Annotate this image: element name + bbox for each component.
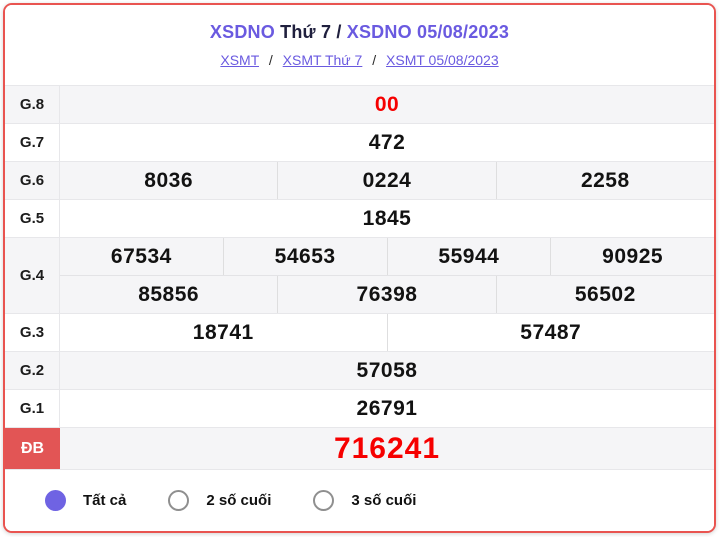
prize-label-5: G.3 (5, 314, 60, 351)
prize-value-line: 18741 57487 (60, 314, 714, 351)
prize-values: 26791 (60, 390, 714, 427)
card-header: XSDNO Thứ 7 / XSDNO 05/08/2023 XSMT / XS… (5, 5, 714, 85)
filter-option-1[interactable]: 2 số cuối (168, 490, 271, 511)
prize-number: 90925 (550, 238, 714, 275)
prize-table: G.8 00 G.7 472 G.6 8036 0224 2258 G.5 1845 G.4 6753… (5, 85, 714, 469)
prize-value-line: 472 (60, 124, 714, 161)
prize-row-3: G.5 1845 (5, 199, 714, 237)
prize-number: 1845 (362, 206, 412, 230)
prize-number: 18741 (192, 320, 254, 344)
prize-label-6: G.2 (5, 352, 60, 389)
filter-option-label: Tất cả (83, 492, 127, 509)
prize-row-4: G.4 67534 54653 55944 90925 85856 76398 56502 (5, 237, 714, 313)
prize-value-line: 85856 76398 56502 (60, 275, 714, 313)
prize-row-5: G.3 18741 57487 (5, 313, 714, 351)
prize-number: 716241 (333, 431, 441, 465)
prize-value-line: 67534 54653 55944 90925 (60, 238, 714, 275)
prize-label-0: G.8 (5, 86, 60, 123)
prize-value-line: 57058 (60, 352, 714, 389)
prize-value-line: 8036 0224 2258 (60, 162, 714, 199)
prize-number: 76398 (277, 276, 495, 313)
filter-option-label: 2 số cuối (206, 492, 272, 509)
prize-row-1: G.7 472 (5, 123, 714, 161)
title-date: XSDNO 05/08/2023 (346, 22, 510, 42)
radio-icon[interactable] (313, 490, 335, 511)
prize-values: 716241 (60, 428, 714, 469)
prize-values: 18741 57487 (60, 314, 714, 351)
breadcrumb-link-xsmt[interactable]: XSMT (220, 52, 259, 68)
breadcrumb-link-xsmt-weekday[interactable]: XSMT Thứ 7 (282, 52, 363, 68)
prize-number: 2258 (495, 162, 714, 199)
prize-label-3: G.5 (5, 200, 60, 237)
filter-option-label: 3 số cuối (351, 492, 417, 509)
prize-row-7: G.1 26791 (5, 389, 714, 427)
filter-option-0[interactable]: Tất cả (45, 490, 126, 511)
breadcrumb-separator: / (268, 52, 273, 68)
title-weekday: Thứ 7 / (274, 22, 347, 42)
prize-number: 55944 (386, 238, 551, 275)
breadcrumb-link-xsmt-date[interactable]: XSMT 05/08/2023 (386, 52, 499, 68)
lottery-result-card: XSDNO Thứ 7 / XSDNO 05/08/2023 XSMT / XS… (3, 3, 716, 533)
prize-number: 00 (374, 92, 400, 116)
prize-row-0: G.8 00 (5, 85, 714, 123)
prize-values: 8036 0224 2258 (60, 162, 714, 199)
prize-row-2: G.6 8036 0224 2258 (5, 161, 714, 199)
prize-label-7: G.1 (5, 390, 60, 427)
prize-number: 85856 (138, 282, 200, 306)
prize-number: 54653 (222, 238, 387, 275)
prize-values: 1845 (60, 200, 714, 237)
prize-row-8: ĐB 716241 (5, 427, 714, 469)
breadcrumb-separator: / (372, 52, 377, 68)
prize-row-6: G.2 57058 (5, 351, 714, 389)
prize-values: 472 (60, 124, 714, 161)
filter-bar: Tất cả 2 số cuối 3 số cuối (5, 469, 714, 531)
prize-number: 8036 (144, 168, 194, 192)
prize-label-1: G.7 (5, 124, 60, 161)
prize-number: 26791 (356, 396, 418, 420)
prize-values: 57058 (60, 352, 714, 389)
prize-label-4: G.4 (5, 238, 60, 313)
breadcrumb: XSMT / XSMT Thứ 7 / XSMT 05/08/2023 (220, 52, 498, 68)
prize-value-line: 00 (60, 86, 714, 123)
prize-number: 0224 (277, 162, 495, 199)
prize-number: 67534 (110, 244, 172, 268)
radio-icon[interactable] (168, 490, 190, 511)
prize-value-line: 26791 (60, 390, 714, 427)
prize-number: 56502 (495, 276, 714, 313)
title-station: XSDNO (209, 22, 275, 42)
prize-values: 67534 54653 55944 90925 85856 76398 56502 (60, 238, 714, 313)
prize-value-line: 716241 (60, 428, 714, 469)
prize-number: 472 (368, 130, 406, 154)
prize-number: 57058 (356, 358, 418, 382)
prize-values: 00 (60, 86, 714, 123)
filter-option-2[interactable]: 3 số cuối (313, 490, 416, 511)
radio-icon[interactable] (45, 490, 66, 511)
prize-label-8: ĐB (5, 428, 60, 469)
prize-label-2: G.6 (5, 162, 60, 199)
prize-number: 57487 (386, 314, 715, 351)
prize-value-line: 1845 (60, 200, 714, 237)
page-title: XSDNO Thứ 7 / XSDNO 05/08/2023 (210, 22, 509, 43)
